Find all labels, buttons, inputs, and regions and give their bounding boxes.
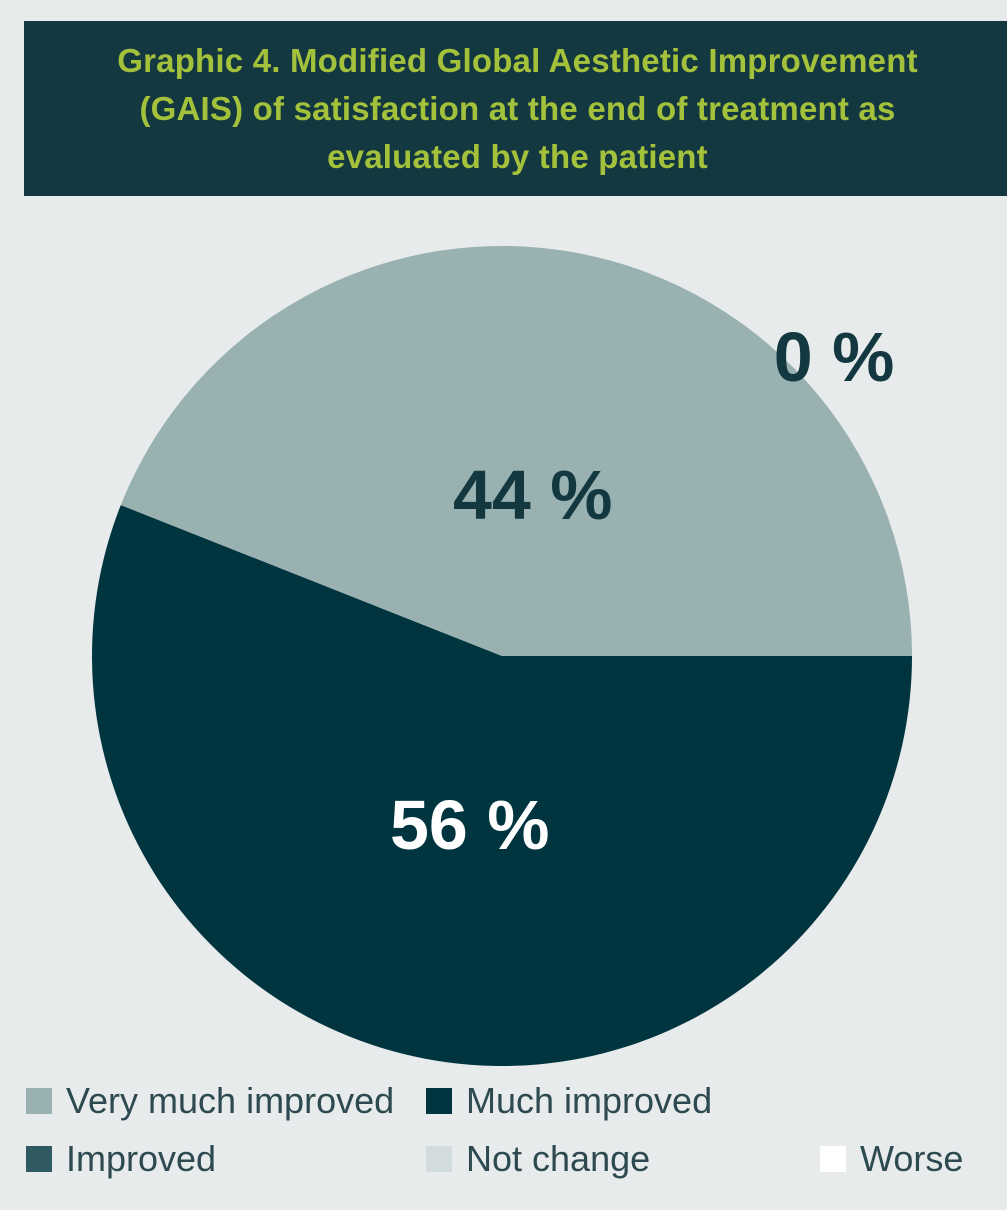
pie-slice-very-much-improved (120, 245, 913, 656)
legend-label-very-much-improved: Very much improved (66, 1080, 395, 1121)
legend-swatch-very-much-improved (26, 1088, 52, 1114)
data-label-worse: 0 % (774, 318, 895, 396)
legend-swatch-not-change (426, 1146, 452, 1172)
legend-swatch-much-improved (426, 1088, 452, 1114)
legend-label-worse: Worse (860, 1138, 964, 1179)
data-label-much-improved: 56 % (390, 786, 550, 864)
chart-title-box: Graphic 4. Modified Global Aesthetic Imp… (24, 21, 1007, 196)
legend-label-improved: Improved (66, 1138, 217, 1179)
legend-item-not-change: Not change (426, 1138, 651, 1179)
data-label-very-much-improved: 44 % (453, 456, 613, 534)
pie-slice-much-improved (92, 505, 912, 1066)
legend-item-much-improved: Much improved (426, 1080, 713, 1121)
legend-swatch-worse (820, 1146, 846, 1172)
pie-chart: 44 % 56 % 0 % (92, 245, 913, 1066)
legend-item-very-much-improved: Very much improved (26, 1080, 395, 1121)
legend-item-improved: Improved (26, 1138, 217, 1179)
legend-swatch-improved (26, 1146, 52, 1172)
legend-item-worse: Worse (820, 1138, 964, 1179)
chart-title: Graphic 4. Modified Global Aesthetic Imp… (117, 41, 918, 175)
legend-label-much-improved: Much improved (466, 1080, 713, 1121)
legend-label-not-change: Not change (466, 1138, 651, 1179)
